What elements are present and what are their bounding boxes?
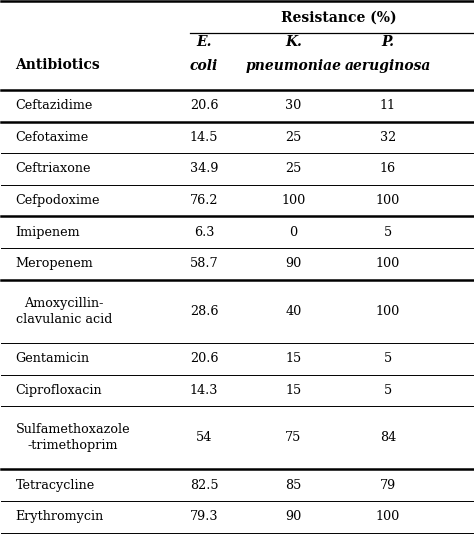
Text: P.: P. [381,35,394,50]
Text: Erythromycin: Erythromycin [16,511,104,523]
Text: 100: 100 [376,511,400,523]
Text: aeruginosa: aeruginosa [345,59,431,73]
Text: 100: 100 [376,257,400,270]
Text: 25: 25 [285,131,302,144]
Text: 20.6: 20.6 [190,352,218,365]
Text: Tetracycline: Tetracycline [16,478,95,492]
Text: K.: K. [285,35,302,50]
Text: 6.3: 6.3 [194,226,214,239]
Text: 58.7: 58.7 [190,257,219,270]
Text: 5: 5 [383,352,392,365]
Text: Ceftriaxone: Ceftriaxone [16,162,91,176]
Text: Imipenem: Imipenem [16,226,80,239]
Text: 79: 79 [380,478,396,492]
Text: 40: 40 [285,305,301,318]
Text: 15: 15 [285,352,301,365]
Text: E.: E. [196,35,212,50]
Text: Ceftazidime: Ceftazidime [16,99,93,112]
Text: 11: 11 [380,99,396,112]
Text: 20.6: 20.6 [190,99,218,112]
Text: 100: 100 [376,305,400,318]
Text: pneumoniae: pneumoniae [246,59,342,73]
Text: Cefpodoxime: Cefpodoxime [16,194,100,207]
Text: coli: coli [190,59,218,73]
Text: 28.6: 28.6 [190,305,218,318]
Text: Gentamicin: Gentamicin [16,352,90,365]
Text: Ciprofloxacin: Ciprofloxacin [16,384,102,397]
Text: Meropenem: Meropenem [16,257,93,270]
Text: 5: 5 [383,226,392,239]
Text: Sulfamethoxazole
-trimethoprim: Sulfamethoxazole -trimethoprim [16,423,130,452]
Text: 90: 90 [285,257,301,270]
Text: 25: 25 [285,162,302,176]
Text: 79.3: 79.3 [190,511,218,523]
Text: 100: 100 [282,194,306,207]
Text: 30: 30 [285,99,301,112]
Text: 5: 5 [383,384,392,397]
Text: 90: 90 [285,511,301,523]
Text: Amoxycillin-
clavulanic acid: Amoxycillin- clavulanic acid [16,297,112,326]
Text: 0: 0 [290,226,298,239]
Text: 85: 85 [285,478,302,492]
Text: 15: 15 [285,384,301,397]
Text: 82.5: 82.5 [190,478,219,492]
Text: Antibiotics: Antibiotics [16,58,100,72]
Text: 100: 100 [376,194,400,207]
Text: Resistance (%): Resistance (%) [281,10,396,24]
Text: 84: 84 [380,431,396,444]
Text: 75: 75 [285,431,302,444]
Text: 34.9: 34.9 [190,162,218,176]
Text: 32: 32 [380,131,396,144]
Text: 14.5: 14.5 [190,131,218,144]
Text: 14.3: 14.3 [190,384,218,397]
Text: 16: 16 [380,162,396,176]
Text: 76.2: 76.2 [190,194,218,207]
Text: 54: 54 [196,431,212,444]
Text: Cefotaxime: Cefotaxime [16,131,89,144]
